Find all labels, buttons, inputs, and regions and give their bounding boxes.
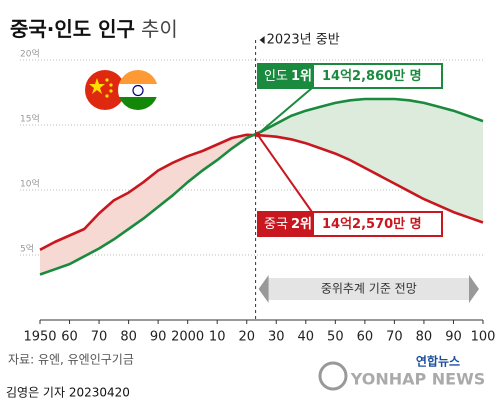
leader-line — [256, 87, 313, 136]
logo-sub: YONHAP NEWS — [350, 370, 486, 389]
gap-fill — [255, 99, 483, 223]
x-tick-label: 70 — [91, 330, 108, 345]
current-point — [255, 132, 261, 138]
callout-head — [258, 212, 314, 236]
x-tick-label: 100 — [471, 330, 496, 345]
chart-title: 중국·인도 인구 추이 — [10, 17, 178, 41]
x-tick-label: 30 — [268, 330, 285, 345]
gap-fill — [40, 134, 256, 275]
credit: 김영은 기자 20230420 — [6, 386, 130, 400]
projection-band — [266, 278, 471, 300]
callout-name: 중국 — [264, 217, 288, 232]
callout-head — [258, 64, 314, 88]
x-tick-label: 50 — [327, 330, 344, 345]
x-tick-label: 40 — [298, 330, 315, 345]
leader-line — [256, 134, 313, 213]
x-tick-label: 20 — [238, 330, 255, 345]
x-tick-label: 2000 — [171, 330, 204, 345]
x-tick-label: 70 — [386, 330, 403, 345]
projection-arrow — [469, 275, 479, 303]
x-tick-label: 80 — [120, 330, 137, 345]
series-line — [39, 133, 484, 251]
title-main: 중국·인도 인구 — [10, 17, 135, 41]
callout-rank: 2위 — [291, 217, 312, 232]
title-suffix: 추이 — [141, 17, 178, 41]
y-tick-label: 5억 — [20, 243, 34, 255]
y-tick-label: 10억 — [20, 178, 40, 190]
x-tick-label: 80 — [416, 330, 433, 345]
marker-arrow — [259, 36, 265, 44]
callout-name: 인도 — [264, 69, 288, 84]
x-tick-label: 90 — [445, 330, 462, 345]
source: 자료: 유엔, 유엔인구기금 — [8, 353, 134, 367]
projection-arrow — [258, 275, 269, 303]
callout-value: 14억2,570만 명 — [322, 216, 422, 232]
x-tick-label: 1950 — [23, 330, 56, 345]
x-tick-label: 60 — [61, 330, 78, 345]
callout-value: 14억2,860만 명 — [322, 68, 422, 84]
y-tick-label: 20억 — [20, 48, 40, 60]
x-tick-label: 60 — [357, 330, 374, 345]
callout-rank: 1위 — [291, 69, 312, 84]
y-tick-label: 15억 — [20, 113, 40, 125]
logo: 연합뉴스 YONHAP NEWS — [318, 354, 486, 391]
marker-label: 2023년 중반 — [267, 33, 340, 48]
flags — [85, 70, 158, 110]
x-tick-label: 10 — [209, 330, 226, 345]
x-tick-label: 90 — [150, 330, 167, 345]
logo-text: 연합뉴스 — [416, 354, 460, 369]
projection-label: 중위추계 기준 전망 — [321, 282, 417, 296]
